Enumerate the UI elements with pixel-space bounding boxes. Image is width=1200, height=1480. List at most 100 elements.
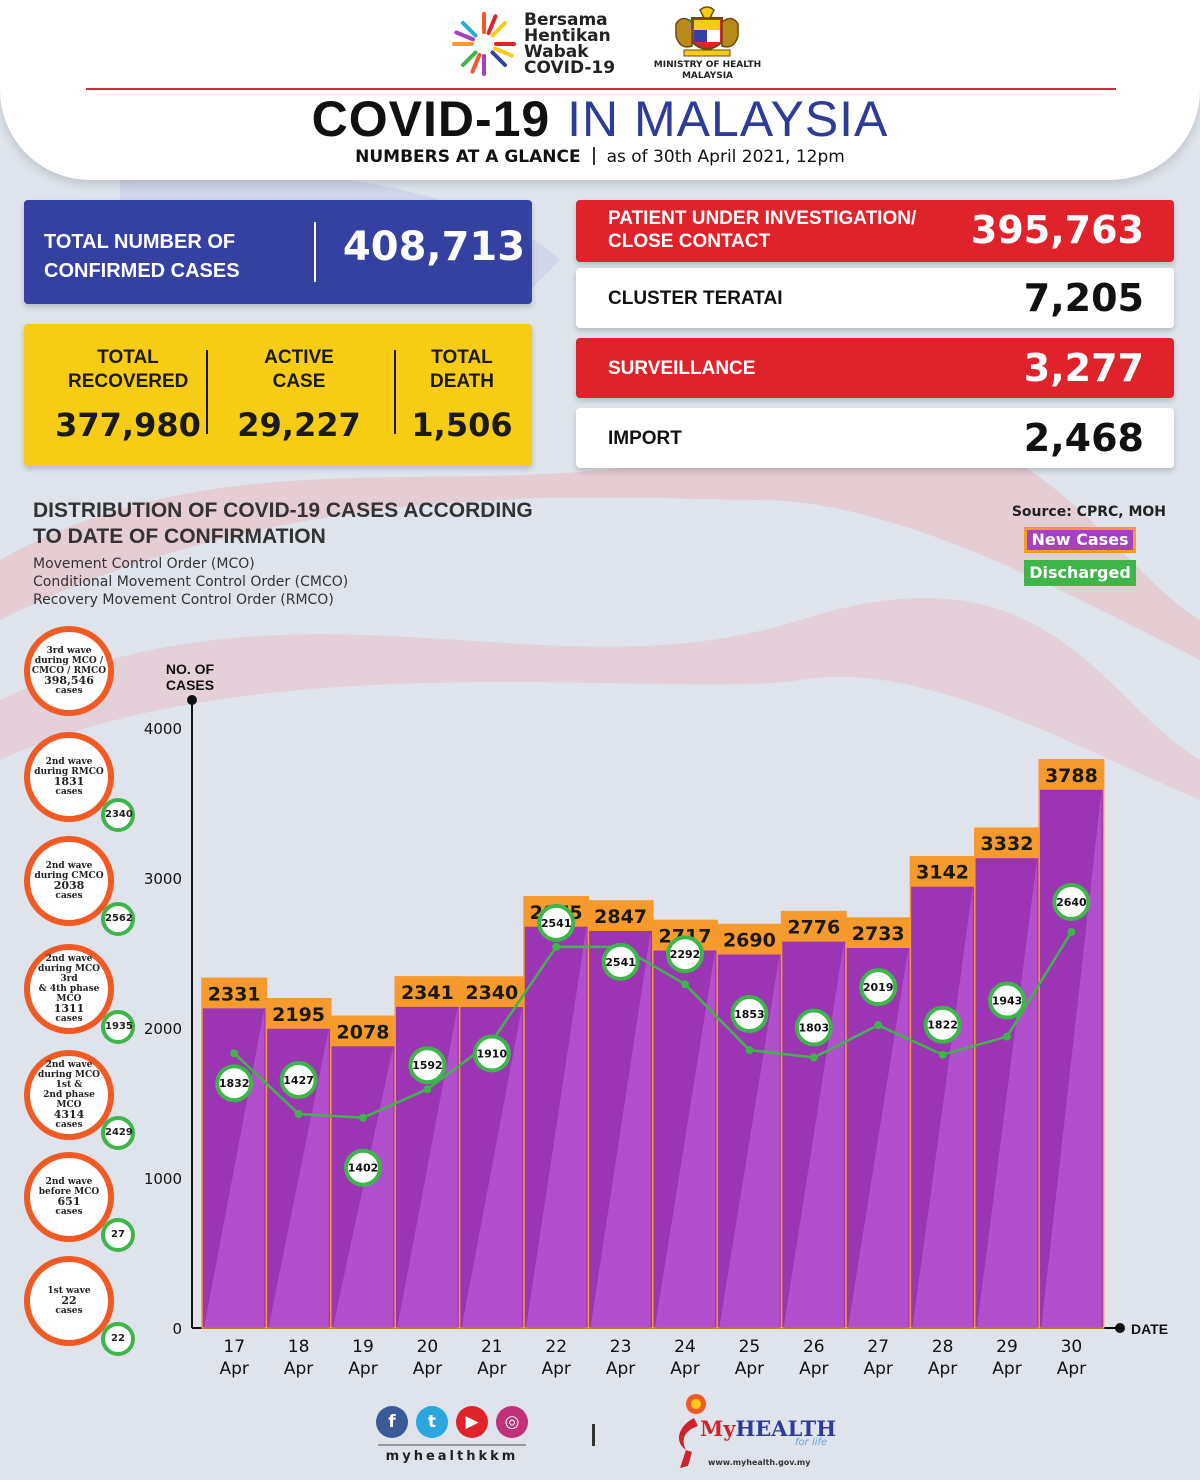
wave-cases-unit: cases — [55, 891, 83, 901]
wave-cases-unit: cases — [55, 1306, 83, 1316]
bar-value-label: 2331 — [208, 983, 261, 1005]
x-tick-label: 25 — [739, 1337, 761, 1357]
discharged-value-label: 1943 — [992, 995, 1023, 1008]
discharged-point — [938, 1050, 947, 1059]
surveillance-value: 3,277 — [1023, 346, 1144, 390]
myhealth-brand: MyHEALTH — [700, 1416, 836, 1441]
death-value: 1,506 — [411, 406, 513, 444]
wave-circle: 2nd wave during MCO 1st & 2nd phase MCO 431… — [24, 1050, 114, 1140]
wave-discharged-badge: 2562 — [101, 902, 135, 936]
bar-label-bg — [202, 978, 267, 1009]
wave-text: during MCO 3rd — [38, 964, 100, 984]
surveillance-label: SURVEILLANCE — [608, 357, 756, 379]
x-tick-label: Apr — [863, 1359, 892, 1379]
youtube-icon[interactable]: ▶ — [456, 1406, 488, 1438]
y-axis-cap-icon — [187, 695, 197, 705]
bar-label-bg — [588, 900, 653, 931]
discharged-bubble — [344, 1148, 382, 1187]
campaign-line: Wabak — [524, 42, 589, 62]
ministry-line: MALAYSIA — [681, 71, 734, 81]
discharged-point — [681, 980, 689, 989]
discharged-bubble — [472, 1034, 511, 1073]
wave-text: & 4th phase MCO — [38, 984, 100, 1004]
x-axis-label: DATE — [1131, 1321, 1168, 1337]
x-tick-label: Apr — [735, 1359, 764, 1379]
discharged-value-label: 1822 — [927, 1019, 958, 1032]
import-label: IMPORT — [608, 427, 682, 449]
source-note: Source: CPRC, MOH — [1011, 504, 1166, 520]
discharged-bubble — [923, 1005, 962, 1044]
wave-cases-unit: cases — [55, 1014, 83, 1024]
brand-url[interactable]: www.myhealth.gov.my — [708, 1458, 811, 1467]
distribution-notes: Movement Control Order (MCO) Conditional… — [33, 555, 348, 609]
bar-value-label: 2776 — [787, 917, 840, 939]
x-tick-label: 28 — [932, 1337, 954, 1357]
active-value: 29,227 — [237, 406, 361, 444]
twitter-icon[interactable]: t — [416, 1406, 448, 1438]
bar-highlight — [526, 926, 587, 1328]
wave-cases-value: 4314 — [53, 1108, 85, 1121]
x-tick-label: 23 — [610, 1337, 632, 1357]
wave-cases-unit: cases — [55, 1120, 83, 1130]
bar-label-bg — [846, 918, 911, 949]
wave-text: CMCO / RMCO — [31, 666, 107, 676]
wave-cases-unit: cases — [55, 1207, 83, 1217]
cluster-value: 7,205 — [1023, 276, 1144, 320]
malaysia-crest-icon — [675, 6, 739, 57]
discharged-bubble — [666, 935, 704, 974]
bar-highlight — [268, 1028, 329, 1328]
wave-text: 2nd phase MCO — [43, 1090, 95, 1110]
header: Bersama Hentikan Wabak COVID-19 MINISTRY… — [0, 0, 1200, 180]
x-tick-label: 29 — [996, 1337, 1018, 1357]
covid-campaign-logo-icon — [452, 12, 516, 76]
discharged-point — [745, 1046, 754, 1055]
wave-cases-value: 398,546 — [44, 674, 94, 687]
x-tick-label: Apr — [541, 1359, 570, 1379]
legend-new-cases: New Cases — [1024, 527, 1136, 553]
discharged-bubble — [794, 1008, 833, 1047]
x-tick-label: Apr — [477, 1359, 506, 1379]
brand-tagline: for life — [795, 1437, 828, 1448]
x-tick-label: 24 — [674, 1337, 696, 1357]
social-handle[interactable]: myhealthkkm — [378, 1444, 526, 1466]
bar-value-label: 2733 — [852, 923, 905, 945]
discharged-point — [230, 1049, 239, 1058]
bar-highlight — [397, 1006, 458, 1328]
brand-prefix: My — [700, 1416, 736, 1441]
wave-text: 3rd wave — [46, 646, 92, 656]
wave-text: during MCO 1st & — [38, 1070, 100, 1090]
instagram-icon[interactable]: ◎ — [496, 1406, 528, 1438]
y-tick-label: 3000 — [144, 870, 182, 888]
page-subtitle: NUMBERS AT A GLANCE as of 30th April 2021… — [0, 146, 1200, 168]
y-axis-label: CASES — [166, 677, 214, 693]
discharged-value-label: 2640 — [1056, 896, 1087, 909]
x-tick-label: Apr — [284, 1359, 313, 1379]
discharged-point — [809, 1053, 818, 1062]
wave-circle: 2nd wave during RMCO 1831 cases — [24, 732, 114, 822]
pui-value: 395,763 — [970, 208, 1144, 252]
x-tick-label: Apr — [670, 1359, 699, 1379]
bar-label-bg — [781, 911, 846, 942]
active-label: ACTIVE CASE — [264, 347, 334, 392]
discharged-value-label: 1427 — [283, 1074, 314, 1087]
wave-text: before MCO — [38, 1187, 100, 1197]
wave-text: during MCO / — [34, 656, 104, 666]
facebook-icon[interactable]: f — [376, 1406, 408, 1438]
discharged-value-label: 2019 — [863, 981, 894, 994]
discharged-bubble — [859, 968, 898, 1007]
wave-circle: 2nd wave during MCO 3rd & 4th phase MCO 131… — [24, 944, 114, 1034]
bar-label-bg — [910, 856, 975, 887]
discharged-point — [1067, 928, 1076, 936]
death-label: TOTAL DEATH — [429, 347, 495, 392]
bar-label-bg — [974, 828, 1040, 859]
discharged-value-label: 2541 — [541, 917, 572, 930]
x-tick-label: 27 — [867, 1337, 889, 1357]
x-tick-label: Apr — [219, 1359, 248, 1379]
x-tick-label: 20 — [417, 1337, 439, 1357]
discharged-point — [359, 1113, 367, 1122]
wave-circle: 1st wave 22 cases — [24, 1256, 114, 1346]
wave-cases-value: 1311 — [53, 1002, 85, 1015]
wave-cases-unit: cases — [55, 787, 83, 797]
total-confirmed-value: 408,713 — [342, 224, 526, 270]
bar-label-bg — [266, 998, 331, 1029]
